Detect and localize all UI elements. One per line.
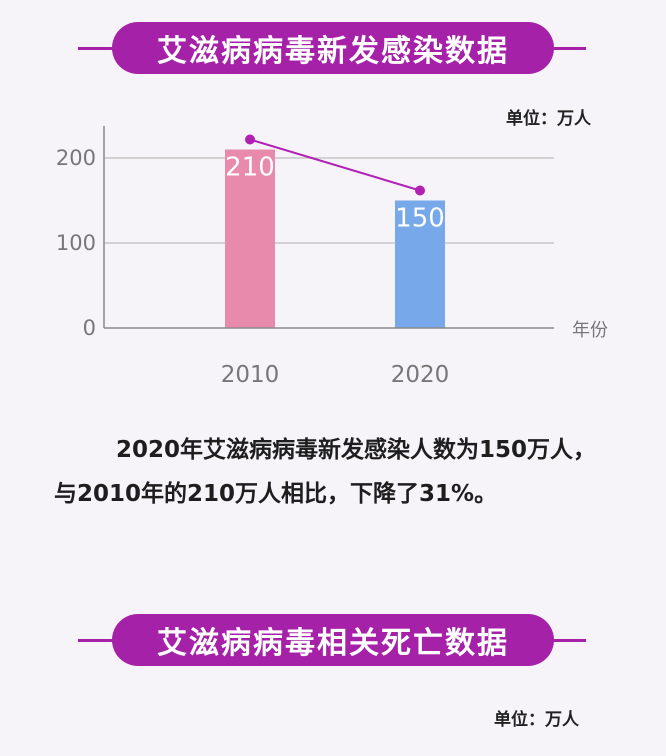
- header-line-left: [78, 47, 138, 50]
- header-line-left: [78, 639, 138, 642]
- trend-point: [245, 134, 255, 145]
- trend-line: [249, 138, 421, 192]
- header-line-right: [528, 47, 586, 50]
- data-label: 210: [225, 153, 275, 183]
- bar: [395, 200, 445, 328]
- infection-summary-text: 2020年艾滋病病毒新发感染人数为150万人，与2010年的210万人相比，下降…: [54, 437, 597, 507]
- unit-label-infection: 单位：万人: [506, 109, 591, 129]
- section-header-deaths: 艾滋病病毒相关死亡数据: [0, 610, 666, 670]
- trend-point: [415, 185, 425, 196]
- section-title-deaths: 艾滋病病毒相关死亡数据: [112, 614, 554, 666]
- infection-bar-chart: 0 100 200 2010 2020 年份 210 150: [56, 126, 608, 388]
- x-tick-label: 2010: [221, 362, 280, 388]
- section-header-infection: 艾滋病病毒新发感染数据: [0, 18, 666, 78]
- x-tick-label: 2020: [391, 362, 450, 388]
- y-tick-label: 200: [56, 146, 96, 170]
- header-line-right: [528, 639, 586, 642]
- section-title-infection: 艾滋病病毒新发感染数据: [112, 22, 554, 74]
- x-axis-label: 年份: [572, 320, 608, 341]
- y-tick-label: 0: [83, 316, 96, 340]
- unit-label-deaths: 单位：万人: [494, 710, 579, 730]
- bar: [225, 149, 275, 328]
- y-tick-label: 100: [56, 231, 96, 255]
- data-label: 150: [395, 204, 445, 234]
